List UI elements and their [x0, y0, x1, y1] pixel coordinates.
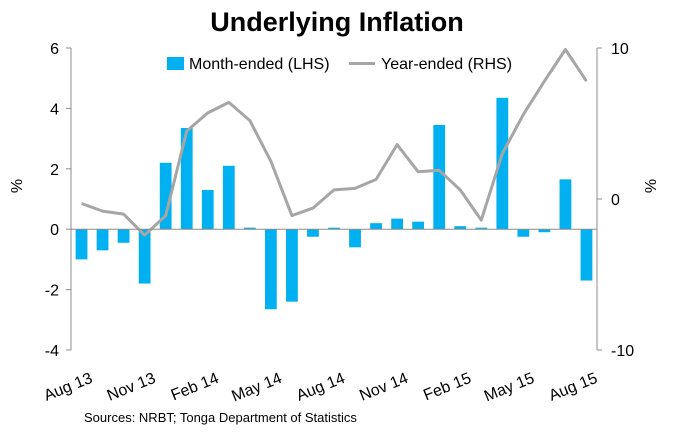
bar	[370, 223, 382, 230]
bar	[580, 229, 593, 281]
legend-bar-swatch	[167, 57, 184, 70]
bar	[538, 229, 551, 233]
year-ended-line	[80, 48, 588, 237]
bar	[496, 97, 509, 230]
x-tick-label: Feb 15	[421, 370, 474, 404]
bar	[517, 229, 530, 237]
right-tick-label: 0	[611, 192, 620, 209]
bar-series	[75, 97, 593, 310]
bar	[307, 229, 319, 237]
axes: -4 -2 0 2 4 6 -10 0 10 Aug 13 Nov 13 Feb 14 May 14 Au…	[42, 41, 635, 405]
bar	[454, 226, 467, 230]
legend: Month-ended (LHS) Year-ended (RHS)	[167, 56, 512, 73]
right-axis-label: %	[643, 179, 660, 193]
bar	[117, 229, 130, 243]
bar	[96, 229, 109, 251]
bar	[412, 221, 425, 230]
legend-line-label: Year-ended (RHS)	[381, 56, 512, 73]
bar	[201, 189, 214, 230]
right-tick-label: 10	[611, 41, 629, 58]
left-tick-label: 4	[50, 101, 59, 118]
bar	[75, 229, 88, 260]
x-tick-label: Nov 13	[105, 370, 158, 405]
right-tick-label: -10	[611, 343, 634, 360]
bar	[159, 162, 172, 230]
x-tick-label: Aug 14	[294, 370, 347, 405]
left-tick-label: 0	[50, 222, 59, 239]
x-tick-label: Aug 13	[42, 370, 95, 405]
bar	[475, 227, 488, 230]
bar	[349, 229, 361, 248]
bar	[180, 128, 193, 230]
bar	[138, 229, 151, 284]
bar	[559, 179, 572, 230]
left-tick-label: 2	[50, 162, 59, 179]
bar	[264, 229, 277, 310]
x-tick-label: Aug 15	[547, 370, 600, 405]
x-tick-label: Feb 14	[169, 370, 222, 404]
x-tick-label: May 14	[229, 370, 284, 405]
chart-title: Underlying Inflation	[210, 7, 464, 37]
x-tick-label: May 15	[482, 370, 537, 405]
left-axis-label: %	[9, 179, 26, 193]
bar	[328, 227, 340, 230]
line-series	[80, 48, 588, 237]
source-note: Sources: NRBT; Tonga Department of Stati…	[84, 410, 357, 425]
left-tick-label: 6	[50, 41, 59, 58]
bar	[433, 125, 446, 230]
bar	[391, 218, 404, 230]
x-tick-label: Nov 14	[357, 370, 410, 405]
bar	[243, 227, 256, 230]
legend-bar-label: Month-ended (LHS)	[189, 56, 330, 73]
bar	[286, 229, 298, 302]
left-tick-label: -2	[45, 283, 59, 300]
bar	[222, 165, 235, 230]
left-tick-label: -4	[45, 343, 59, 360]
